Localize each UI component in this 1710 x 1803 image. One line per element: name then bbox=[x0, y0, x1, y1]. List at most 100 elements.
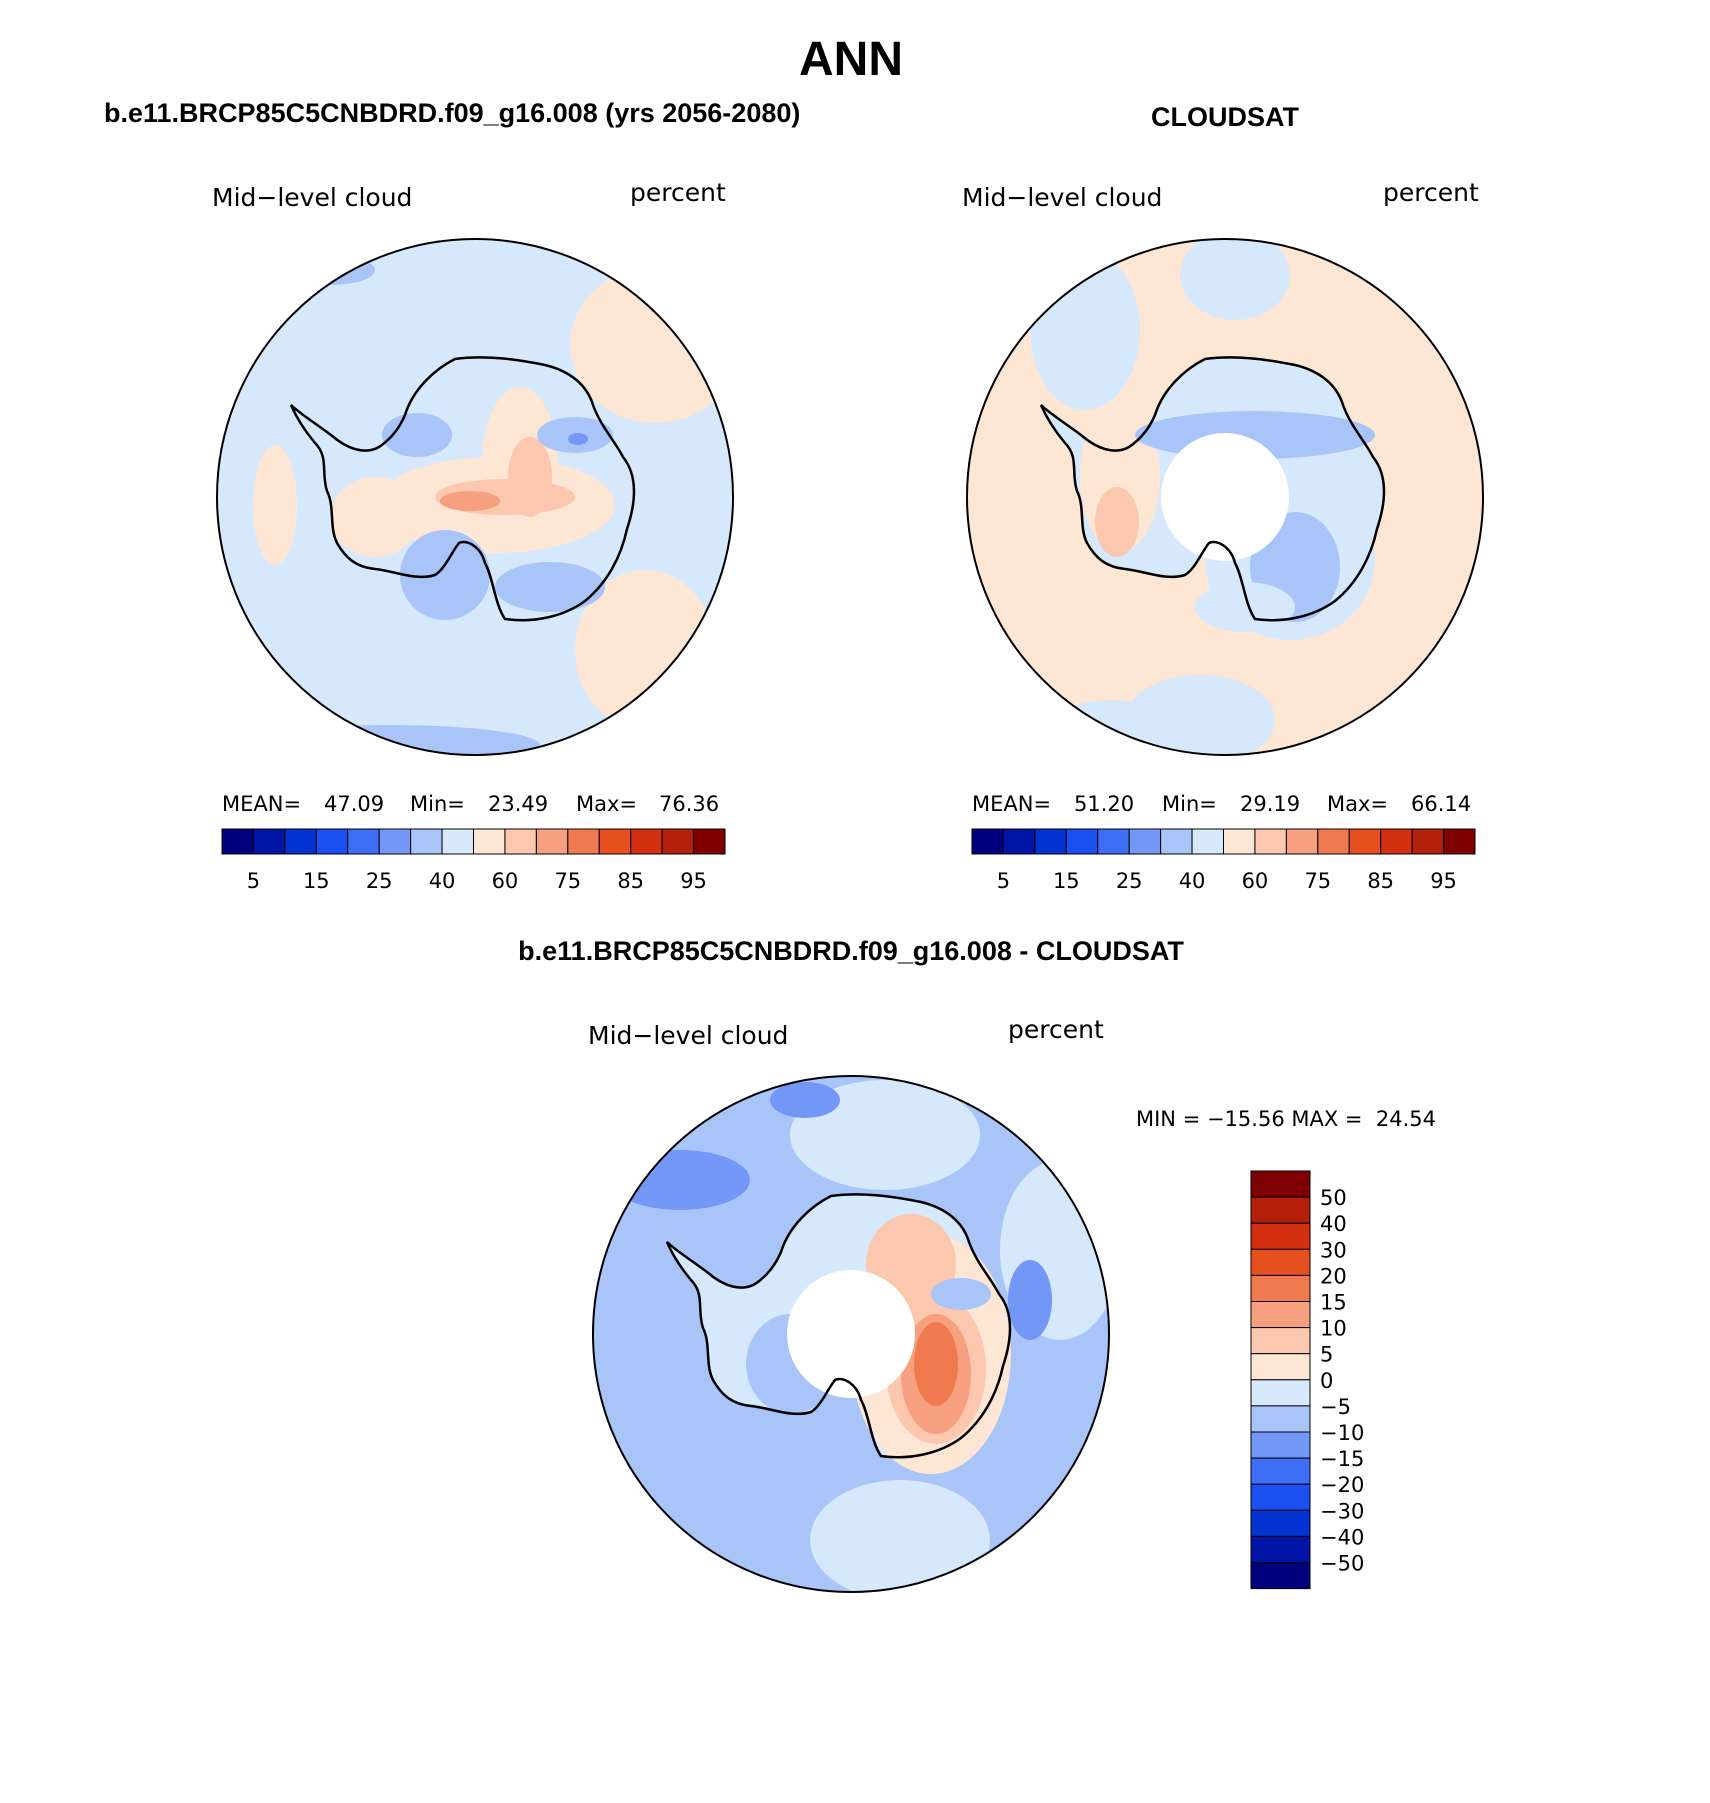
colorbar-swatch bbox=[1223, 828, 1256, 855]
colorbar-tick-label: 25 bbox=[1116, 869, 1143, 893]
colorbar-swatch bbox=[1285, 828, 1319, 855]
colorbar-tick-label: 60 bbox=[1242, 869, 1269, 893]
colorbar-swatch bbox=[1191, 828, 1224, 855]
stats-mean-value: 47.09 bbox=[324, 792, 384, 816]
colorbar-tick-label: 15 bbox=[1053, 869, 1080, 893]
colorbar-swatch bbox=[598, 828, 632, 855]
colorbar-swatch bbox=[1250, 1379, 1311, 1407]
pole-hole bbox=[1161, 433, 1289, 561]
colorbar-swatch bbox=[1250, 1562, 1311, 1590]
colorbar-swatch bbox=[441, 828, 474, 855]
colorbar-tick-label: 60 bbox=[492, 869, 519, 893]
panel-obs-units: percent bbox=[1383, 178, 1479, 207]
stats-max-label: Max= bbox=[576, 792, 637, 816]
contour-patch bbox=[240, 725, 540, 755]
colorbar-level-label: 5 bbox=[1320, 1343, 1333, 1367]
colorbar-level-label: 15 bbox=[1320, 1291, 1347, 1315]
contour-patch bbox=[1008, 1260, 1052, 1340]
map-boundary bbox=[216, 238, 734, 756]
contour-patch bbox=[914, 1322, 958, 1406]
colorbar-tick-label: 5 bbox=[247, 869, 260, 893]
panel-model-units: percent bbox=[630, 178, 726, 207]
colorbar-level-label: −10 bbox=[1320, 1421, 1364, 1445]
panel-model: b.e11.BRCP85C5CNBDRD.f09_g16.008 (yrs 20… bbox=[104, 98, 800, 893]
colorbar-swatch bbox=[1250, 1483, 1311, 1511]
stats-mean-value: 51.20 bbox=[1074, 792, 1134, 816]
colorbar-swatch bbox=[410, 828, 443, 855]
colorbar-swatch bbox=[1348, 828, 1382, 855]
contour-patch bbox=[253, 445, 297, 565]
contour-patch bbox=[285, 255, 375, 285]
contour-patch bbox=[790, 1080, 980, 1190]
colorbar-swatch bbox=[378, 828, 412, 855]
colorbar-level-label: −20 bbox=[1320, 1473, 1364, 1497]
colorbar-level-label: −50 bbox=[1320, 1552, 1364, 1576]
contour-patch bbox=[1095, 487, 1139, 557]
colorbar-swatch bbox=[1002, 828, 1036, 855]
colorbar-tick-label: 40 bbox=[429, 869, 456, 893]
colorbar-swatch bbox=[221, 828, 254, 855]
colorbar-swatch bbox=[1065, 828, 1099, 855]
stats-max-label: Max= bbox=[1327, 792, 1388, 816]
colorbar-swatch bbox=[971, 828, 1004, 855]
figure-title: ANN bbox=[799, 33, 903, 86]
contour-patch bbox=[1050, 700, 1170, 755]
colorbar-swatch bbox=[535, 828, 569, 855]
colorbar-level-label: 40 bbox=[1320, 1212, 1347, 1236]
panel-obs-variable: Mid−level cloud bbox=[962, 183, 1162, 212]
stats-min-value: 29.19 bbox=[1240, 792, 1300, 816]
colorbar-level-label: 0 bbox=[1320, 1369, 1333, 1393]
colorbar-swatch bbox=[1250, 1222, 1311, 1250]
colorbar-swatch bbox=[1380, 828, 1413, 855]
colorbar-swatch bbox=[252, 828, 286, 855]
stats-max-value: 66.14 bbox=[1411, 792, 1471, 816]
colorbar-tick-label: 75 bbox=[1304, 869, 1331, 893]
panel-obs-header: CLOUDSAT bbox=[1151, 102, 1299, 132]
colorbar-level-label: −40 bbox=[1320, 1525, 1364, 1549]
colorbar-model: 5 15 25 40 60 75 85 95 bbox=[221, 828, 726, 893]
colorbar-swatch bbox=[693, 828, 726, 855]
colorbar-level-label: −5 bbox=[1320, 1395, 1351, 1419]
colorbar-swatch bbox=[347, 828, 380, 855]
panel-obs: CLOUDSAT Mid−level cloud percent bbox=[962, 102, 1484, 893]
stats-mean-label: MEAN= bbox=[222, 792, 301, 816]
colorbar-swatch bbox=[1128, 828, 1162, 855]
colorbar-swatch bbox=[630, 828, 663, 855]
stats-min-value: 23.49 bbox=[488, 792, 548, 816]
colorbar-swatch bbox=[661, 828, 695, 855]
colorbar-tick-label: 15 bbox=[303, 869, 330, 893]
contour-patch bbox=[1180, 239, 1290, 320]
colorbar-tick-label: 75 bbox=[554, 869, 581, 893]
colorbar-swatch bbox=[473, 828, 506, 855]
colorbar-level-label: 30 bbox=[1320, 1238, 1347, 1262]
colorbar-tick-label: 5 bbox=[997, 869, 1010, 893]
colorbar-tick-label: 95 bbox=[680, 869, 707, 893]
colorbar-swatch bbox=[1097, 828, 1130, 855]
colorbar-swatch bbox=[1034, 828, 1067, 855]
colorbar-swatch bbox=[1411, 828, 1445, 855]
colorbar-swatch bbox=[1160, 828, 1193, 855]
contour-patch bbox=[1030, 250, 1140, 410]
map-obs bbox=[966, 238, 1484, 756]
contour-patch bbox=[440, 491, 500, 511]
stats-max-value: 76.36 bbox=[659, 792, 719, 816]
contour-patch bbox=[495, 562, 605, 612]
panel-diff-units: percent bbox=[1008, 1015, 1104, 1044]
panel-model-variable: Mid−level cloud bbox=[212, 183, 412, 212]
panel-model-header: b.e11.BRCP85C5CNBDRD.f09_g16.008 (yrs 20… bbox=[104, 98, 800, 128]
colorbar-swatch bbox=[1250, 1248, 1311, 1276]
contour-patch bbox=[568, 433, 588, 445]
colorbar-tick-label: 40 bbox=[1179, 869, 1206, 893]
colorbar-swatch bbox=[1250, 1509, 1311, 1537]
stats-min-label: Min= bbox=[410, 792, 465, 816]
colorbar-swatch bbox=[1250, 1196, 1311, 1224]
colorbar-obs: 5 15 25 40 60 75 85 95 bbox=[971, 828, 1476, 893]
map-model bbox=[216, 238, 734, 756]
colorbar-level-label: 50 bbox=[1320, 1186, 1347, 1210]
colorbar-swatch bbox=[315, 828, 349, 855]
map-diff bbox=[592, 1075, 1110, 1593]
colorbar-swatch bbox=[504, 828, 537, 855]
contour-patch bbox=[931, 1278, 991, 1310]
colorbar-swatch bbox=[1250, 1353, 1311, 1381]
